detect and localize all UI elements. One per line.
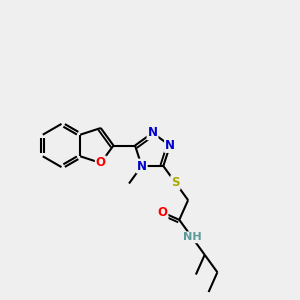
Text: N: N (137, 160, 147, 172)
Text: N: N (165, 139, 175, 152)
Text: S: S (171, 176, 180, 189)
Text: O: O (96, 157, 106, 169)
Text: NH: NH (183, 232, 201, 242)
Text: O: O (158, 206, 167, 219)
Text: N: N (148, 126, 158, 139)
